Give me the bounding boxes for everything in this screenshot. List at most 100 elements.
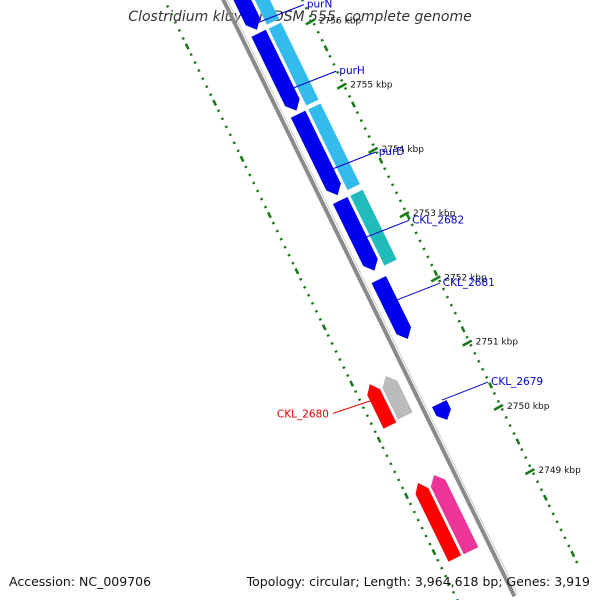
outer-tick	[500, 407, 504, 412]
inner-tick	[400, 486, 405, 490]
forward-annotation-band	[254, 0, 280, 26]
label-leader	[441, 381, 489, 401]
inner-tick	[326, 333, 330, 338]
outer-tick	[547, 504, 551, 508]
outer-tick	[433, 269, 439, 277]
scale-major-tick	[462, 339, 473, 347]
scale-label: 2754 kbp	[382, 145, 425, 155]
scale-label: 2752 kbp	[444, 273, 487, 283]
outer-tick	[563, 536, 567, 540]
tick-ring	[165, 0, 579, 600]
map-title: Clostridium kluyveri DSM 555, complete g…	[128, 9, 472, 25]
scale-major-tick	[493, 403, 504, 412]
scale-label: 2749 kbp	[538, 466, 581, 476]
inner-tick	[353, 390, 358, 394]
outer-tick	[445, 295, 450, 299]
scale-major-tick	[367, 146, 379, 154]
outer-tick	[308, 14, 313, 18]
outer-tick	[441, 287, 446, 291]
inner-tick	[236, 149, 240, 153]
outer-tick	[460, 325, 466, 333]
inner-tick	[266, 211, 272, 219]
inner-tick	[173, 20, 178, 25]
outer-tick	[542, 494, 548, 502]
outer-tick	[426, 255, 430, 259]
inner-tick	[275, 229, 279, 233]
gene-label: purN	[307, 0, 333, 11]
outer-tick	[465, 335, 469, 339]
forward-annotation-band	[307, 102, 361, 191]
inner-tick	[369, 422, 373, 426]
inner-tick	[287, 253, 291, 257]
outer-tick	[328, 54, 332, 58]
inner-tick	[389, 462, 393, 466]
inner-tick	[346, 374, 350, 378]
outer-tick	[371, 143, 375, 147]
outer-tick	[323, 45, 329, 52]
outer-tick	[363, 127, 367, 131]
outer-tick	[402, 207, 407, 211]
inner-tick	[184, 43, 190, 50]
inner-tick	[169, 12, 174, 16]
outer-tick	[457, 319, 461, 323]
inner-tick	[428, 542, 432, 546]
label-leader	[329, 151, 376, 171]
inner-tick	[342, 365, 346, 370]
forward-cds-arrow	[431, 399, 452, 421]
inner-tick	[177, 28, 182, 33]
scale-major-tick	[305, 18, 316, 26]
outer-tick	[394, 191, 399, 195]
inner-tick	[338, 357, 342, 362]
scale-label: 2756 kbp	[319, 16, 362, 26]
outer-tick	[477, 359, 481, 363]
outer-tick	[316, 30, 320, 34]
outer-tick	[449, 303, 454, 307]
outer-tick	[375, 151, 379, 155]
inner-tick	[408, 502, 413, 506]
inner-tick	[252, 181, 256, 185]
gene-label: CKL_2680	[277, 408, 329, 420]
inner-tick	[181, 36, 185, 41]
outer-tick	[350, 101, 356, 108]
inner-tick	[205, 85, 209, 89]
inner-tick	[299, 277, 303, 281]
outer-tick	[488, 382, 494, 389]
inner-tick	[310, 301, 315, 305]
inner-tick	[451, 590, 456, 594]
inner-tick	[385, 454, 389, 458]
inner-tick	[216, 109, 221, 113]
label-leader	[257, 4, 305, 24]
inner-tick	[330, 341, 334, 346]
outer-tick	[390, 183, 395, 187]
reverse-cds-arrow	[415, 482, 462, 562]
forward-cds-arrow	[332, 196, 378, 271]
inner-tick	[256, 189, 260, 193]
inner-tick	[193, 61, 197, 65]
outer-tick	[405, 213, 411, 221]
inner-tick	[224, 125, 229, 129]
backbone	[221, 0, 518, 598]
inner-tick	[431, 548, 437, 556]
inner-tick	[381, 446, 385, 450]
outer-tick	[430, 263, 434, 267]
forward-annotation-band	[268, 21, 320, 107]
inner-tick	[444, 574, 448, 578]
gene-label: purD	[379, 146, 405, 158]
backbone-highlight	[226, 0, 518, 595]
forward-cds-arrow	[251, 29, 300, 111]
outer-tick	[312, 22, 316, 26]
inner-tick	[228, 133, 232, 137]
outer-tick	[528, 464, 532, 468]
outer-tick	[437, 279, 442, 283]
inner-tick	[239, 155, 245, 163]
scale-label: 2750 kbp	[507, 402, 550, 412]
gene-label: CKL_2681	[443, 277, 495, 289]
scale-major-tick	[524, 468, 536, 476]
label-leader	[332, 398, 376, 414]
outer-tick	[387, 175, 391, 179]
outer-tick	[492, 391, 497, 395]
outer-tick	[343, 86, 348, 91]
outer-tick	[418, 239, 422, 243]
outer-tick	[332, 62, 336, 66]
